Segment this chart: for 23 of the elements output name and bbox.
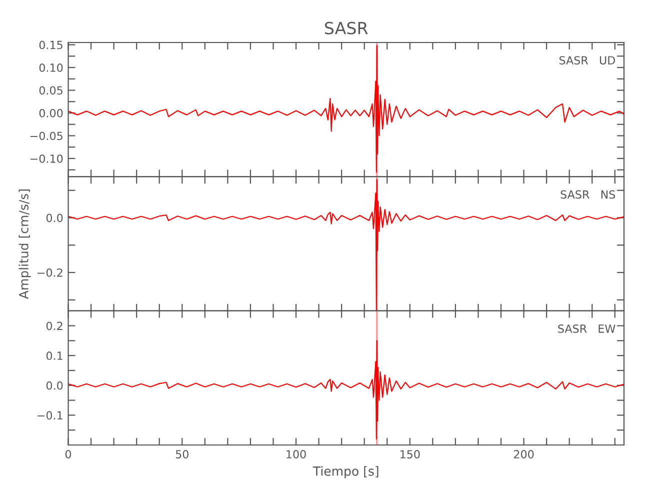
y-tick-label: −0.2 [38,268,62,277]
y-tick-label: 0.00 [39,108,63,118]
x-tick-label: 150 [400,450,420,458]
x-axis-title: Tiempo [s] [312,466,378,478]
x-tick-label: 0 [65,450,72,458]
y-axis-title: Amplitud [cm/s/s] [18,190,31,299]
y-tick-label: 0.05 [39,86,62,95]
annotation: SASR UD [559,56,616,65]
x-tick-label: 100 [286,450,306,458]
y-tick-label: −0.10 [30,154,63,163]
y-tick-label: 0.0 [46,214,63,222]
y-tick-label: 0.10 [39,63,63,72]
y-tick-label: 0.15 [39,40,62,50]
x-tick-label: 50 [176,450,188,458]
y-tick-label: −0.1 [38,411,62,420]
x-tick-label: 200 [514,450,534,458]
y-tick-label: 0.1 [46,352,62,360]
annotation: SASR EW [558,324,616,333]
y-tick-label: 0.0 [46,381,63,390]
y-tick-label: 0.2 [46,322,62,330]
annotation: SASR NS [560,190,616,199]
chart-title: SASR [324,22,368,34]
y-tick-label: −0.05 [30,132,62,140]
